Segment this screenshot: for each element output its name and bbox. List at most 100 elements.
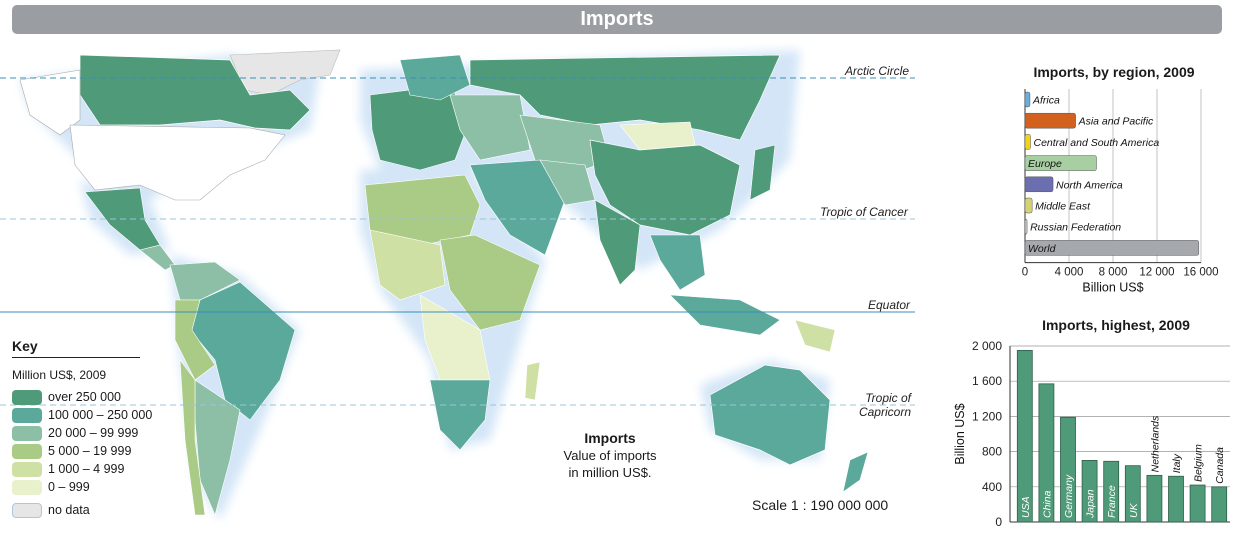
region-bar [1024, 134, 1031, 150]
y-tick-label: 400 [982, 480, 1002, 494]
papua [794, 319, 836, 353]
indonesia [669, 294, 781, 336]
region-label: Russian Federation [1030, 222, 1121, 234]
country-bar [1146, 474, 1163, 523]
region-bar [1024, 176, 1054, 193]
key-swatch [12, 502, 42, 518]
key-item: 0 – 999 [12, 478, 192, 496]
y-tick-label: 0 [995, 515, 1002, 529]
india [594, 199, 641, 286]
key-swatch [12, 425, 42, 441]
country-bar [1189, 484, 1206, 523]
mongolia [619, 121, 696, 151]
country-label: USA [1020, 496, 1032, 518]
world-map [0, 49, 915, 520]
country-bar [1211, 486, 1228, 523]
key-item: 100 000 – 250 000 [12, 406, 192, 424]
x-tick-label: 12 000 [1139, 267, 1174, 279]
alaska [19, 69, 81, 136]
country-bar [1016, 349, 1033, 523]
key-swatch [12, 389, 42, 405]
map-scale: Scale 1 : 190 000 000 [752, 497, 889, 513]
region-label: Central and South America [1034, 137, 1160, 149]
x-axis-title: Billion US$ [1082, 281, 1143, 294]
region-label: Africa [1032, 95, 1060, 107]
central-america [139, 244, 176, 271]
country-label: China [1041, 490, 1053, 518]
region-bar [1024, 218, 1028, 235]
region-label: North America [1056, 179, 1123, 191]
capricorn-line1: Tropic of [865, 391, 911, 405]
key-label: 1 000 – 4 999 [48, 462, 125, 476]
map-key: Key Million US$, 2009 over 250 000 100 0… [12, 338, 192, 519]
map-caption-line1: Value of imports [563, 448, 657, 463]
key-label: no data [48, 503, 90, 517]
east-africa [439, 234, 541, 331]
key-label: 0 – 999 [48, 480, 90, 494]
highest-chart-title: Imports, highest, 2009 [1042, 317, 1190, 333]
map-caption-line2: in million US$. [568, 465, 652, 480]
x-tick-label: 4 000 [1055, 267, 1084, 279]
country-label: Japan [1085, 489, 1097, 519]
key-item: 5 000 – 19 999 [12, 442, 192, 460]
country-bar [1168, 475, 1184, 523]
country-label: Germany [1063, 474, 1075, 518]
key-item: no data [12, 501, 192, 519]
key-subtitle: Million US$, 2009 [12, 368, 107, 382]
se-asia [649, 234, 706, 291]
region-label: Europe [1028, 158, 1062, 170]
new-zealand [842, 451, 869, 493]
y-tick-label: 1 200 [972, 409, 1002, 423]
china [589, 139, 741, 236]
country-label: Belgium [1193, 444, 1205, 482]
country-bar [1124, 465, 1141, 523]
equator-label: Equator [868, 298, 911, 312]
highest-bar-chart: 0 400 800 1 200 1 600 2 000 Billion US$ USA Chin… [953, 339, 1230, 529]
region-bar-chart: 0 4 000 8 000 12 000 16 000 Africa Asia and Pa… [1022, 89, 1219, 294]
arctic-circle-label: Arctic Circle [845, 64, 910, 78]
country-label: France [1106, 485, 1118, 518]
region-label: Middle East [1035, 201, 1091, 213]
venezuela-colombia [169, 261, 241, 301]
capricorn-line2: Capricorn [858, 405, 911, 419]
region-label: World [1028, 243, 1057, 255]
key-label: over 250 000 [48, 390, 121, 404]
y-tick-label: 2 000 [972, 339, 1002, 353]
region-bar [1024, 91, 1031, 108]
country-bar [1081, 460, 1098, 523]
region-bar [1024, 155, 1097, 171]
y-tick-label: 1 600 [972, 374, 1002, 388]
region-bar [1024, 240, 1200, 256]
country-bar [1103, 460, 1120, 523]
region-bar [1024, 197, 1033, 214]
key-swatch [12, 407, 42, 423]
canada [79, 54, 311, 131]
country-label: UK [1128, 502, 1140, 518]
key-label: 20 000 – 99 999 [48, 426, 139, 440]
west-africa [369, 229, 446, 301]
country-label: Canada [1214, 447, 1226, 484]
peru-bolivia [174, 299, 216, 381]
key-swatch [12, 443, 42, 459]
map-caption-title: Imports [584, 430, 636, 446]
madagascar [524, 361, 541, 401]
country-bar [1038, 383, 1055, 523]
x-tick-label: 8 000 [1099, 267, 1128, 279]
key-swatch [12, 479, 42, 495]
region-label: Asia and Pacific [1078, 116, 1154, 128]
australia [709, 364, 831, 466]
map-caption: Imports Value of imports in million US$. [540, 430, 680, 481]
key-swatch [12, 461, 42, 477]
page-title: Imports [12, 5, 1222, 34]
key-label: 5 000 – 19 999 [48, 444, 132, 458]
south-africa [429, 379, 491, 451]
east-europe [449, 94, 531, 161]
y-tick-label: 800 [982, 445, 1002, 459]
region-bar [1024, 112, 1076, 129]
tropic-of-cancer-label: Tropic of Cancer [820, 205, 908, 219]
region-chart-title: Imports, by region, 2009 [1033, 64, 1195, 80]
tropic-of-capricorn-label: Tropic of Capricorn [859, 391, 911, 419]
country-label: Netherlands [1149, 415, 1161, 472]
key-item: 1 000 – 4 999 [12, 460, 192, 478]
key-title: Key [12, 338, 140, 358]
